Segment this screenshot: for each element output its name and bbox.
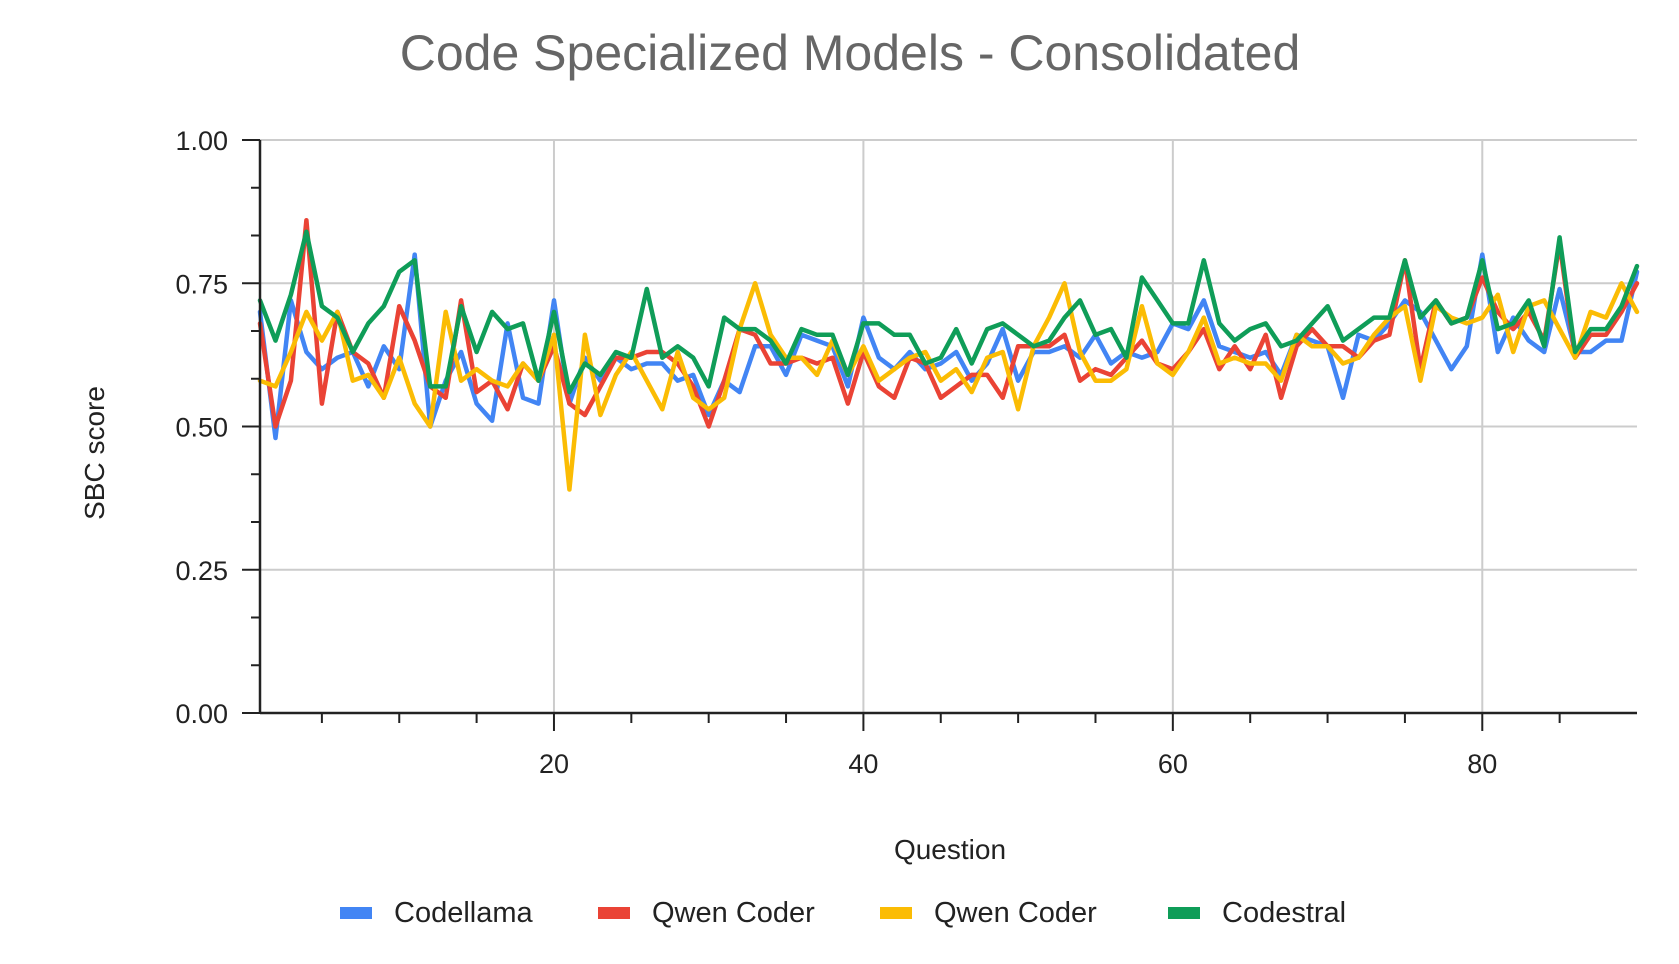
x-tick-label: 40 — [848, 749, 878, 779]
legend-label: Codellama — [394, 897, 533, 929]
y-tick-label: 0.75 — [175, 269, 228, 299]
legend-swatch — [340, 907, 372, 919]
x-tick-label: 80 — [1467, 749, 1497, 779]
legend-item-0: Codellama — [340, 897, 533, 929]
y-tick-label: 1.00 — [175, 126, 228, 156]
x-axis-title: Question — [894, 834, 1006, 865]
chart-title: Code Specialized Models - Consolidated — [400, 25, 1301, 81]
y-tick-label: 0.00 — [175, 699, 228, 729]
legend: Codellama Qwen Coder Qwen Coder Codestral — [340, 897, 1346, 929]
series-lines — [257, 217, 1640, 492]
y-tick-label: 0.25 — [175, 556, 228, 586]
legend-item-3: Codestral — [1168, 897, 1346, 929]
gridlines — [260, 139, 1637, 713]
y-tick-label: 0.50 — [175, 413, 228, 443]
legend-item-2: Qwen Coder — [880, 897, 1097, 929]
legend-swatch — [880, 907, 912, 919]
legend-swatch — [598, 907, 630, 919]
series-line-0 — [257, 252, 1640, 441]
legend-item-1: Qwen Coder — [598, 897, 815, 929]
legend-swatch — [1168, 907, 1200, 919]
legend-label: Qwen Coder — [652, 897, 815, 929]
legend-label: Qwen Coder — [934, 897, 1097, 929]
legend-label: Codestral — [1222, 897, 1346, 929]
series-line-2 — [257, 281, 1640, 492]
x-tick-label: 60 — [1158, 749, 1188, 779]
y-axis-title: SBC score — [79, 386, 110, 520]
axes: 0.00 0.25 0.50 0.75 1.00 20 40 60 80 — [175, 126, 1637, 779]
x-tick-label: 20 — [539, 749, 569, 779]
series-line-3 — [257, 229, 1640, 395]
